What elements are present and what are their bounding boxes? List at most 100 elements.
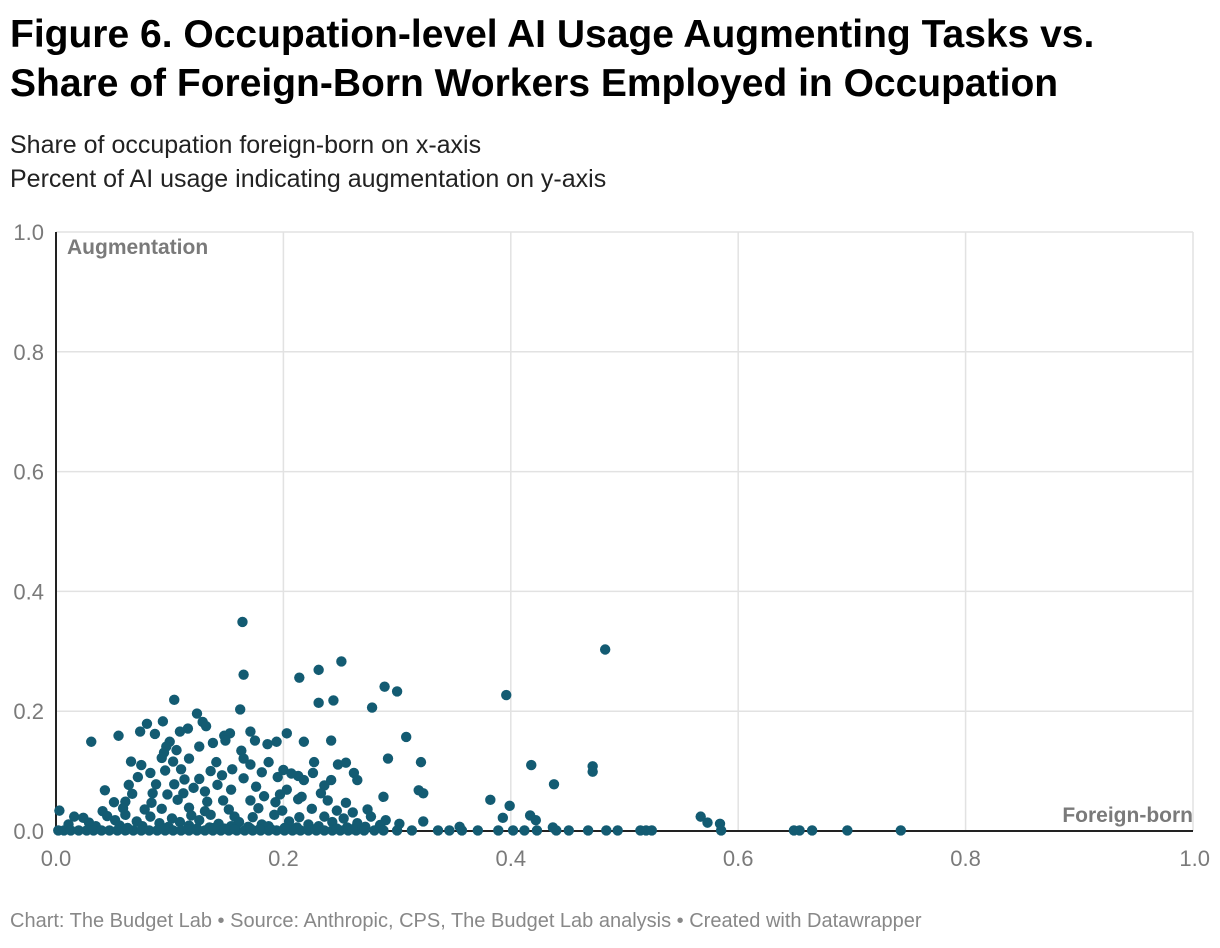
data-point [238,773,249,784]
data-point [391,825,403,836]
data-point [308,756,320,768]
data-point [179,774,190,785]
y-tick-label: 1.0 [13,220,44,245]
data-point [169,694,180,706]
data-point [199,825,211,836]
data-point [171,744,182,756]
data-point [271,736,282,747]
x-corner-label: Foreign-born [1062,804,1193,827]
data-point [601,825,612,836]
data-point [504,800,515,812]
chart-subtitle: Share of occupation foreign-born on x-ax… [10,128,606,196]
data-point [279,822,290,834]
data-point [298,774,310,786]
data-point [278,764,289,776]
data-point [253,803,264,814]
data-point [563,825,574,836]
data-point [274,789,286,800]
data-point [400,731,412,743]
data-point [842,825,853,836]
data-point [156,803,167,815]
data-point [175,764,187,775]
data-point [272,771,283,783]
data-point [322,795,333,806]
data-point [340,757,352,768]
data-point [169,779,180,790]
data-point [281,728,293,739]
source-credit: Chart: The Budget Lab • Source: Anthropi… [10,910,922,932]
y-tick-label: 0.0 [13,819,44,844]
x-tick-label: 0.8 [950,846,981,871]
data-point [269,809,280,821]
y-tick-label: 0.8 [13,340,44,365]
data-point [806,825,818,836]
chart-title: Figure 6. Occupation-level AI Usage Augm… [10,13,1095,105]
data-point [216,770,228,781]
data-point [112,825,123,836]
data-point [194,741,205,752]
data-point [715,825,727,836]
data-point [332,759,344,770]
data-point [238,753,249,764]
data-point [695,811,706,822]
data-point [245,795,256,806]
data-point [174,726,186,737]
data-point [306,803,318,815]
data-point [249,735,261,746]
data-point [325,735,337,746]
data-point [336,656,347,667]
data-point [418,788,429,799]
data-point [294,812,305,823]
data-point [379,681,390,692]
data-point [382,753,394,764]
data-point [612,825,623,836]
data-point [298,736,310,747]
data-point [237,616,248,628]
data-point [245,759,256,770]
data-point [366,702,378,713]
data-point [167,756,179,767]
data-point [167,825,179,836]
data-points [53,616,906,836]
data-point [599,644,611,655]
data-point [99,785,111,796]
data-point [157,716,169,727]
data-point [96,825,107,836]
data-point [582,825,594,836]
x-tick-label: 1.0 [1179,846,1210,871]
data-point [238,669,249,680]
data-point [86,736,97,747]
data-point [263,756,274,768]
data-point [144,825,155,836]
data-point [277,805,288,816]
data-point [497,812,509,824]
data-point [254,824,265,835]
data-point [159,765,171,776]
data-point [191,823,203,834]
data-point [186,810,197,821]
data-point [123,779,134,791]
data-point [310,824,321,835]
data-point [646,825,657,836]
data-point [65,825,76,836]
data-point [432,825,444,836]
data-point [265,824,277,835]
data-point [120,809,131,821]
y-tick-label: 0.2 [13,699,44,724]
data-point [88,825,99,836]
data-point [191,708,203,719]
data-point [205,809,216,821]
data-point [313,664,324,676]
data-point [104,825,115,836]
data-point [158,823,170,834]
data-point [219,823,230,834]
data-point [352,774,363,786]
data-point [108,797,120,808]
data-point [150,779,162,790]
data-point [551,825,562,836]
data-point [205,765,216,777]
data-point [319,780,330,791]
data-point [145,811,156,822]
data-point [250,781,262,792]
data-point [145,767,156,779]
